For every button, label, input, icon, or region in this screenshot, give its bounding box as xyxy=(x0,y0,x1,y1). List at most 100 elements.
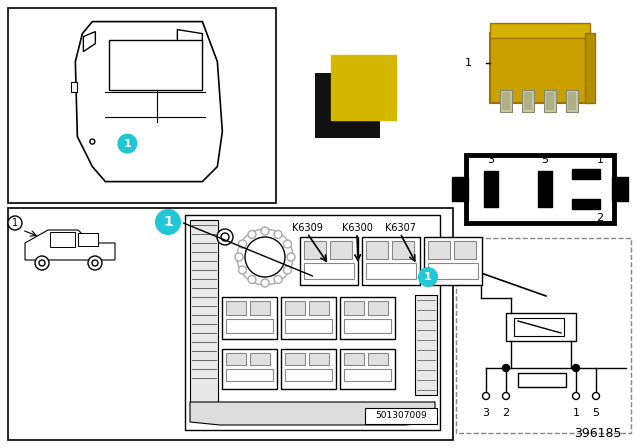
Polygon shape xyxy=(190,402,435,425)
Bar xyxy=(538,171,552,207)
Circle shape xyxy=(221,233,229,241)
Bar xyxy=(490,23,590,38)
Circle shape xyxy=(237,229,293,285)
Bar xyxy=(304,263,354,279)
Bar xyxy=(309,301,329,315)
Circle shape xyxy=(35,256,49,270)
Bar xyxy=(285,353,305,365)
Bar xyxy=(250,301,270,315)
Bar xyxy=(222,349,277,389)
Bar xyxy=(226,319,273,333)
Bar xyxy=(518,373,566,387)
Circle shape xyxy=(573,365,579,371)
Circle shape xyxy=(92,260,98,266)
Polygon shape xyxy=(83,32,95,52)
Text: K6309: K6309 xyxy=(292,223,323,233)
Text: 1: 1 xyxy=(163,215,173,229)
Bar xyxy=(365,408,437,424)
Bar xyxy=(50,232,75,247)
Bar xyxy=(190,220,218,405)
Circle shape xyxy=(248,276,256,284)
Bar xyxy=(8,208,453,440)
Text: 1: 1 xyxy=(573,408,579,418)
Bar xyxy=(500,90,512,112)
Circle shape xyxy=(39,260,45,266)
Circle shape xyxy=(239,266,246,274)
Bar xyxy=(392,241,414,259)
Circle shape xyxy=(284,240,291,248)
Circle shape xyxy=(261,279,269,287)
Bar xyxy=(490,33,590,103)
Bar xyxy=(340,349,395,389)
Bar xyxy=(366,263,416,279)
Bar xyxy=(109,39,202,90)
Text: 5: 5 xyxy=(593,408,600,418)
Bar xyxy=(222,297,277,339)
Polygon shape xyxy=(76,22,222,181)
Bar xyxy=(285,301,305,315)
Bar xyxy=(568,92,576,110)
Circle shape xyxy=(217,229,233,245)
Text: 2: 2 xyxy=(596,213,604,223)
Bar xyxy=(72,82,77,91)
Bar xyxy=(362,237,420,285)
Circle shape xyxy=(502,365,509,371)
Bar xyxy=(330,241,352,259)
Bar xyxy=(506,313,576,341)
Bar xyxy=(484,171,498,207)
Bar xyxy=(281,297,336,339)
Bar xyxy=(546,92,554,110)
Bar xyxy=(524,92,532,110)
Bar xyxy=(226,353,246,365)
Text: 1: 1 xyxy=(596,155,604,165)
Bar xyxy=(300,237,358,285)
Circle shape xyxy=(284,266,291,274)
Circle shape xyxy=(573,392,579,400)
Bar xyxy=(368,301,388,315)
Bar xyxy=(456,238,631,433)
Text: 5: 5 xyxy=(541,155,548,165)
Bar xyxy=(415,295,437,395)
Bar xyxy=(428,241,450,259)
Circle shape xyxy=(483,392,490,400)
Bar xyxy=(281,349,336,389)
Text: 1: 1 xyxy=(465,58,472,68)
Circle shape xyxy=(287,253,295,261)
Bar xyxy=(226,369,273,381)
Text: 396185: 396185 xyxy=(575,427,622,440)
Bar xyxy=(309,353,329,365)
Bar xyxy=(452,177,468,201)
Circle shape xyxy=(235,253,243,261)
Bar xyxy=(250,353,270,365)
Circle shape xyxy=(239,240,246,248)
Bar xyxy=(522,90,534,112)
Text: 501307009: 501307009 xyxy=(375,412,427,421)
Bar xyxy=(424,237,482,285)
Circle shape xyxy=(274,230,282,238)
Circle shape xyxy=(418,267,438,287)
Bar xyxy=(366,241,388,259)
Bar xyxy=(304,241,326,259)
Text: 3: 3 xyxy=(483,408,490,418)
Circle shape xyxy=(245,237,285,277)
Circle shape xyxy=(248,230,256,238)
Bar xyxy=(185,215,440,430)
Bar xyxy=(285,369,332,381)
Bar xyxy=(585,33,595,103)
Bar xyxy=(454,241,476,259)
Circle shape xyxy=(274,276,282,284)
Bar xyxy=(502,92,510,110)
Polygon shape xyxy=(177,30,202,52)
Circle shape xyxy=(90,139,95,144)
Bar xyxy=(344,319,391,333)
Text: 1: 1 xyxy=(12,218,18,228)
Bar xyxy=(331,55,396,120)
Circle shape xyxy=(502,392,509,400)
Bar xyxy=(544,90,556,112)
Circle shape xyxy=(8,216,22,230)
Bar xyxy=(612,177,628,201)
Circle shape xyxy=(155,209,181,235)
Bar xyxy=(315,73,380,138)
Text: 3: 3 xyxy=(488,155,495,165)
Bar xyxy=(572,169,600,179)
